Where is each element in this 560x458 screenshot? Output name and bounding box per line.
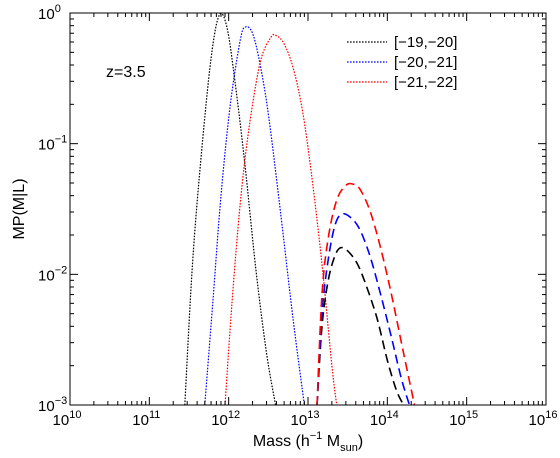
x-tick-label: 1016 <box>529 409 558 429</box>
x-axis-label-main: Mass (h <box>253 433 310 450</box>
series-line-satellite-3 <box>316 246 405 406</box>
y-tick-label: 10−3 <box>38 395 67 415</box>
series-line-satellite-5 <box>316 182 416 406</box>
y-tick-label: 100 <box>38 3 61 23</box>
x-axis-label-sub: sun <box>340 442 358 454</box>
ticks-layer <box>69 12 547 406</box>
legend-label: [−21,−22] <box>394 74 457 91</box>
plot-frame <box>69 12 547 406</box>
x-tick-label: 1015 <box>449 409 478 429</box>
tick-labels-layer: 1010 1011 1012 1013 1014 1015 1016 10−3 10−2 10−1… <box>38 3 557 429</box>
x-tick-label: 1014 <box>370 409 399 429</box>
y-axis-label: MP(M|L) <box>11 178 28 239</box>
y-tick-label: 10−1 <box>38 134 67 154</box>
x-axis-label: Mass (h−1 Msun) <box>253 430 363 454</box>
x-tick-label: 1013 <box>291 409 320 429</box>
x-axis-label-sup: −1 <box>310 430 323 442</box>
x-axis-label-mid: M <box>322 433 340 450</box>
legend: [−19,−20] [−20,−21] [−21,−22] <box>347 34 457 91</box>
legend-label: [−19,−20] <box>394 34 457 51</box>
x-tick-label: 1011 <box>132 409 160 429</box>
legend-label: [−20,−21] <box>394 54 457 71</box>
series-line-central-2 <box>224 33 338 406</box>
x-axis-label-end: ) <box>358 433 363 450</box>
series-line-central-0 <box>184 12 277 406</box>
annotation-z: z=3.5 <box>106 64 146 81</box>
x-tick-label: 1012 <box>211 409 240 429</box>
series-line-satellite-4 <box>316 212 411 406</box>
curves-layer <box>184 12 416 406</box>
series-line-central-1 <box>204 26 305 406</box>
y-tick-label: 10−2 <box>38 264 67 284</box>
x-tick-label: 1010 <box>53 409 82 429</box>
